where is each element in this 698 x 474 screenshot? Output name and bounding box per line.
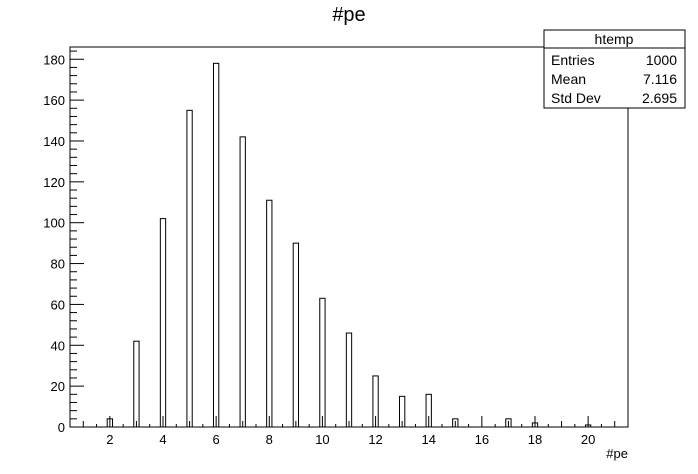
histogram-bar — [239, 136, 246, 428]
stats-box-name: htemp — [595, 31, 634, 47]
y-tick-label: 80 — [51, 257, 65, 272]
x-tick-label: 6 — [213, 432, 220, 447]
histogram-bar — [212, 62, 220, 428]
stats-mean-value: 7.116 — [643, 71, 677, 87]
stats-mean-label: Mean — [551, 71, 586, 87]
stats-entries-value: 1000 — [646, 52, 677, 68]
y-tick-label: 160 — [43, 93, 65, 108]
stats-entries-label: Entries — [551, 52, 595, 68]
stats-stddev-value: 2.695 — [642, 90, 677, 106]
x-tick-label: 18 — [528, 432, 542, 447]
x-tick-label: 4 — [159, 432, 166, 447]
histogram-bar — [133, 340, 140, 428]
bars-group — [106, 62, 592, 428]
histogram-bar — [266, 199, 273, 428]
y-tick-label: 0 — [58, 420, 65, 435]
x-tick-label: 10 — [315, 432, 329, 447]
y-tick-label: 180 — [43, 52, 65, 67]
y-tick-label: 60 — [51, 297, 65, 312]
y-tick-label: 20 — [51, 379, 65, 394]
x-axis: 2 4 6 8 10 12 14 16 18 20 — [82, 416, 616, 447]
y-tick-label: 140 — [43, 134, 65, 149]
x-tick-label: 14 — [421, 432, 435, 447]
y-axis: 0 20 40 60 80 100 120 140 160 180 — [43, 50, 84, 435]
x-axis-title: #pe — [606, 446, 628, 461]
y-tick-label: 120 — [43, 175, 65, 190]
chart-title: #pe — [332, 4, 365, 26]
stats-box-frame — [543, 29, 686, 109]
histogram-bar — [159, 218, 167, 428]
histogram-bar — [345, 332, 353, 428]
histogram-bar — [319, 297, 326, 428]
y-tick-label: 40 — [51, 338, 65, 353]
x-tick-label: 20 — [581, 432, 595, 447]
x-tick-label: 2 — [106, 432, 113, 447]
histogram-bar — [186, 109, 193, 428]
y-tick-label: 100 — [43, 216, 65, 231]
x-tick-label: 12 — [368, 432, 382, 447]
stats-box: htemp Entries 1000 Mean 7.116 Std Dev 2.… — [543, 29, 686, 109]
histogram-bar — [292, 242, 300, 428]
x-tick-label: 8 — [266, 432, 273, 447]
stats-stddev-label: Std Dev — [551, 90, 601, 106]
x-tick-label: 16 — [475, 432, 489, 447]
